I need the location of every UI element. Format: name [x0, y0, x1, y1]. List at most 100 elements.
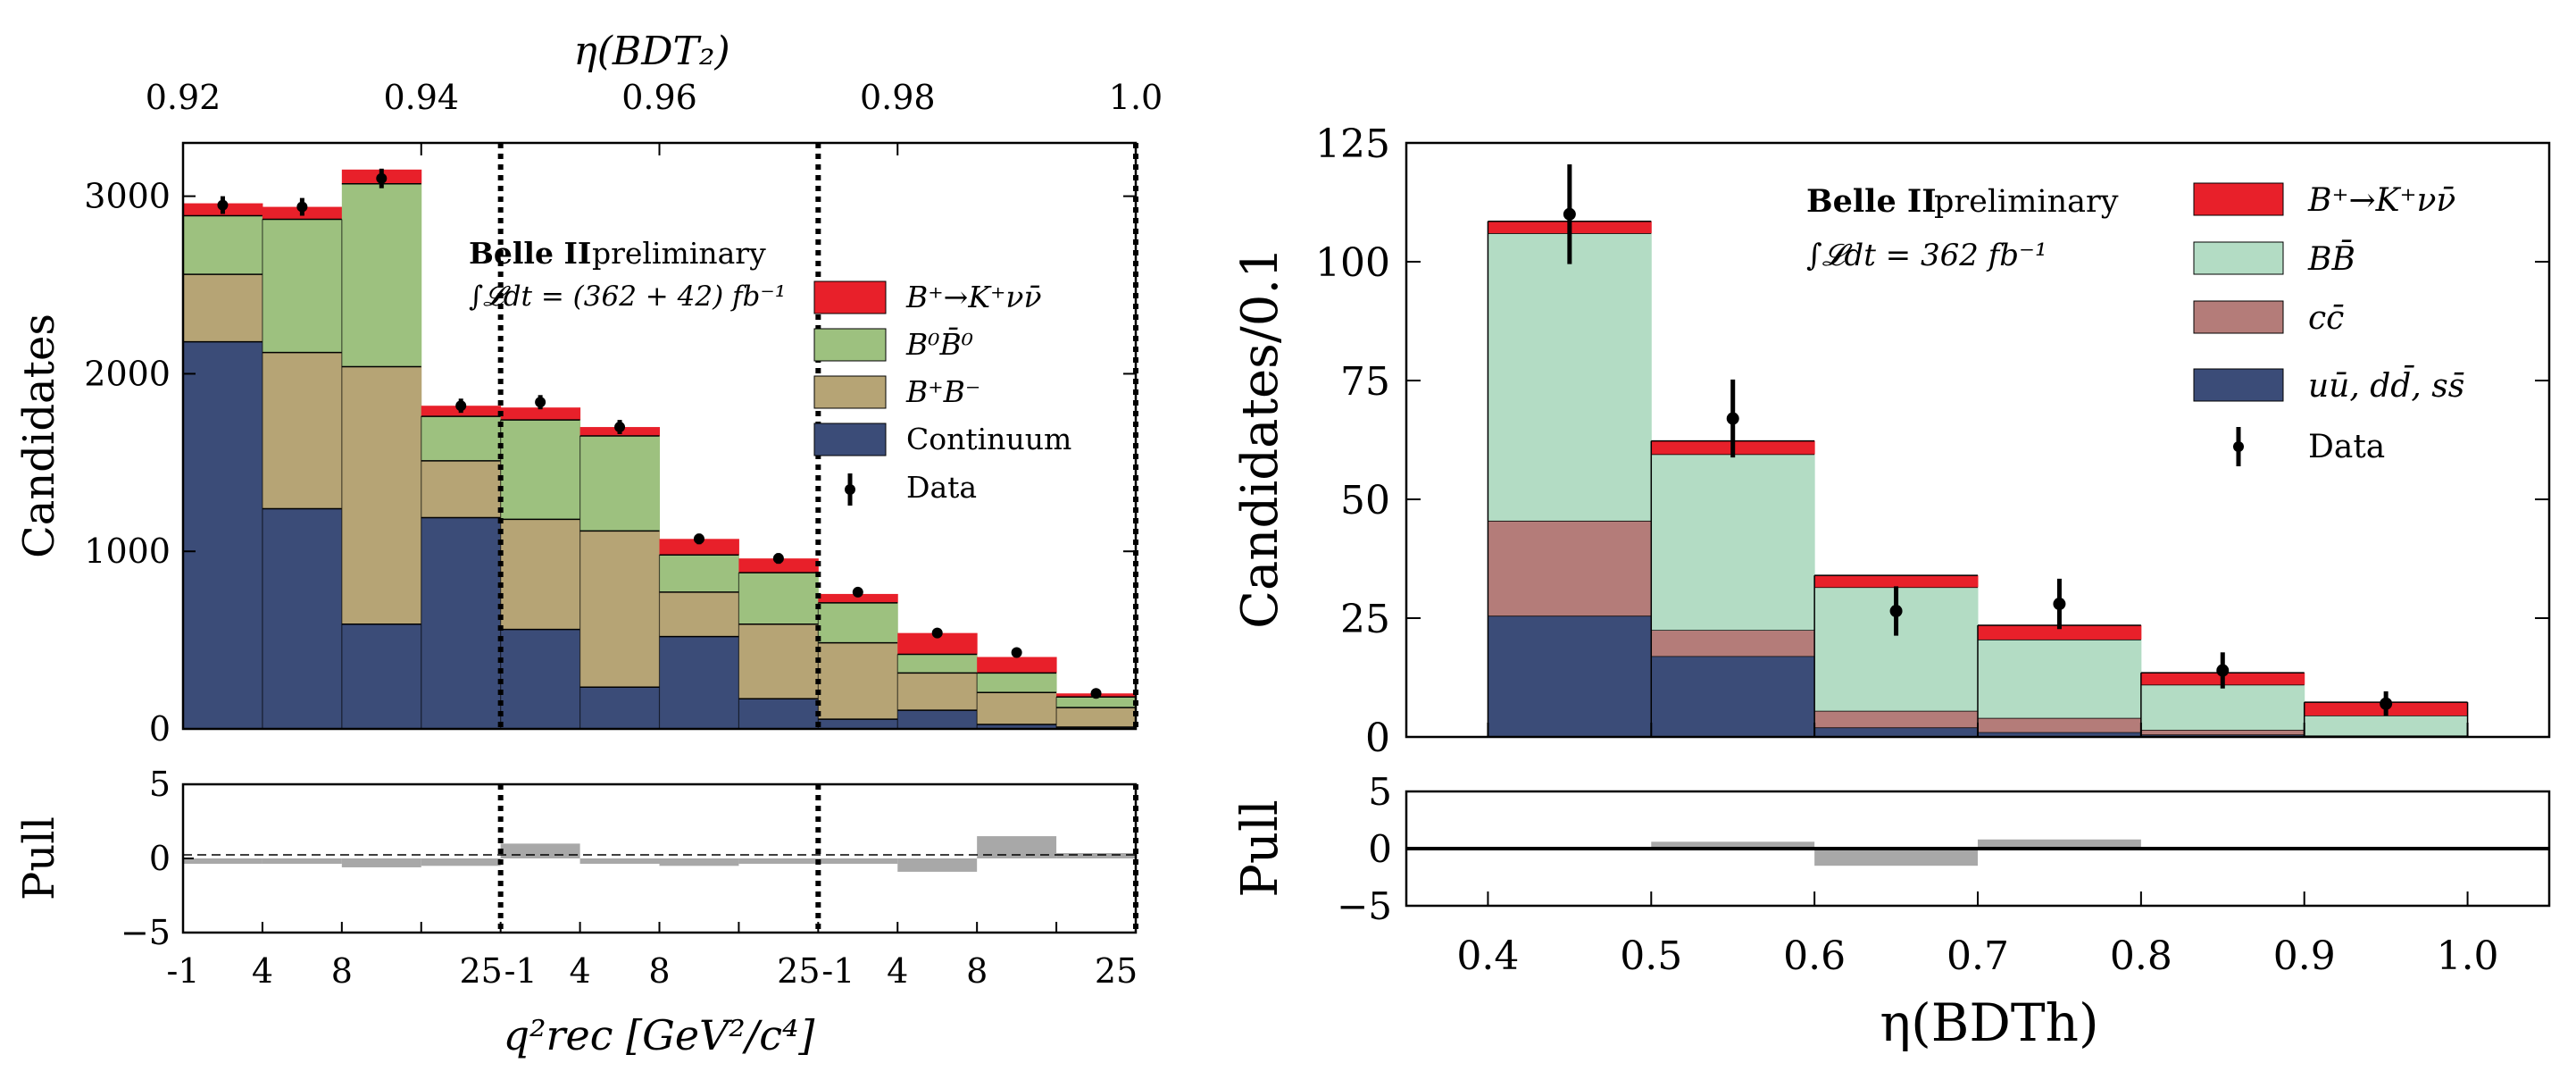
left-xtick-label-5: 4	[569, 951, 590, 991]
right-ytick-label-2: 50	[1340, 478, 1390, 523]
left-data-marker-11	[1090, 688, 1102, 699]
left-xtick-label-6: 8	[648, 951, 670, 991]
left-pull-bar-5	[579, 858, 660, 864]
left-data-marker-5	[614, 422, 626, 433]
left-pull-bar-6	[659, 858, 739, 866]
left-bar-signal-9	[897, 632, 978, 655]
left-data-marker-10	[1011, 647, 1022, 658]
left-x-ticks: -1 4 8 25 -1 4 8 25 -1 4 8 25	[166, 922, 1138, 991]
left-bar-bpbm-9	[897, 673, 978, 711]
left-bar-b0b0bar-4	[500, 420, 581, 520]
left-data-marker-3	[455, 400, 467, 412]
left-bar-b0b0bar-5	[579, 436, 660, 531]
right-legend-label-bbbar: BB̄	[2307, 239, 2355, 278]
left-legend-label-data: Data	[906, 470, 977, 505]
right-legend-data-marker	[2233, 441, 2244, 452]
right-bar-series0-2	[1814, 727, 1979, 737]
left-pull-bar-9	[897, 858, 978, 872]
left-data-marker-9	[931, 627, 943, 639]
right-bar-series0-1	[1651, 656, 1815, 737]
left-bar-continuum-3	[421, 517, 502, 729]
left-xtick-label-0: -1	[166, 951, 199, 991]
left-y-ticks: 0 1000 2000 3000	[84, 177, 1136, 749]
right-pull-bar-2	[1814, 849, 1978, 866]
right-data-marker-2	[1889, 605, 1903, 618]
left-bar-b0b0bar-7	[738, 573, 819, 624]
right-bar-series2-4	[2140, 684, 2305, 731]
right-luminosity-label: ∫𝓛dt = 362 fb⁻¹	[1806, 238, 2047, 273]
left-bar-b0b0bar-1	[262, 219, 343, 353]
left-legend-data-marker	[845, 484, 855, 495]
right-legend-label-ccbar: cc̄	[2308, 300, 2344, 337]
right-bar-series2-3	[1978, 639, 2142, 718]
right-bar-series2-5	[2304, 716, 2469, 736]
right-ytick-label-3: 75	[1340, 359, 1390, 405]
left-bar-continuum-0	[183, 341, 263, 729]
right-belle2-label: Belle II	[1806, 183, 1937, 220]
right-y-ticks: 0 25 50 75 100 125	[1315, 121, 2549, 761]
right-data-marker-1	[1726, 412, 1739, 425]
left-pull-bars	[183, 836, 1136, 872]
left-pull-y-axis-label: Pull	[14, 816, 64, 900]
right-ytick-label-5: 125	[1315, 121, 1390, 167]
right-pull-y-ticks: 5 0 −5	[1337, 770, 1419, 928]
right-preliminary-label: preliminary	[1934, 184, 2119, 220]
left-data-marker-2	[376, 172, 388, 184]
right-ytick-label-1: 25	[1340, 597, 1390, 642]
left-legend: B⁺→K⁺νν̄ B⁰B̄⁰ B⁺B⁻ Continuum Data	[813, 280, 1071, 506]
left-pull-bar-8	[818, 858, 898, 864]
left-bar-bpbm-11	[1056, 707, 1137, 728]
left-pull-bar-4	[500, 843, 580, 858]
left-bar-continuum-1	[262, 508, 343, 729]
left-bar-bpbm-8	[818, 642, 898, 720]
left-preliminary-label: preliminary	[592, 236, 766, 271]
left-bar-b0b0bar-8	[818, 602, 898, 643]
left-bar-bpbm-10	[977, 692, 1057, 725]
left-legend-label-continuum: Continuum	[906, 422, 1071, 456]
left-bar-continuum-8	[818, 719, 898, 729]
right-pull-bars	[1651, 839, 2141, 866]
left-bar-bpbm-3	[421, 460, 502, 518]
right-bar-series3-2	[1814, 575, 1979, 588]
right-legend-swatch-ccbar	[2193, 300, 2284, 334]
left-bar-b0b0bar-11	[1056, 697, 1137, 708]
left-legend-swatch-signal	[813, 280, 887, 314]
left-bar-b0b0bar-0	[183, 215, 263, 275]
left-xtick-label-9: 4	[887, 951, 908, 991]
left-bar-bpbm-7	[738, 624, 819, 699]
right-bar-series1-0	[1488, 520, 1652, 616]
right-legend-swatch-signal	[2193, 182, 2284, 216]
left-toptick-label-1: 0.94	[383, 78, 459, 117]
left-bar-b0b0bar-2	[341, 183, 422, 367]
left-xtick-label-11: 25	[1095, 951, 1138, 991]
left-data-marker-6	[693, 533, 704, 545]
left-panel: 0 1000 2000 3000 0.92 0.94 0.96 0.98 1.0 η(BDT₂…	[14, 29, 1163, 1059]
left-bar-signal-6	[659, 539, 739, 556]
right-bar-series0-4	[2140, 734, 2305, 737]
left-legend-label-b0b0bar: B⁰B̄⁰	[905, 326, 973, 362]
left-bar-b0b0bar-10	[977, 673, 1057, 693]
left-bar-b0b0bar-3	[421, 416, 502, 461]
right-legend-swatch-bbbar	[2193, 241, 2284, 275]
left-xtick-label-4: -1	[504, 951, 538, 991]
left-bar-continuum-4	[500, 629, 581, 729]
left-bar-bpbm-1	[262, 352, 343, 509]
left-bar-bpbm-6	[659, 591, 739, 637]
left-pull-bar-1	[262, 858, 342, 864]
left-data-marker-1	[296, 201, 308, 213]
right-stacked-bars	[1487, 221, 2469, 738]
left-ytick-label-3000: 3000	[84, 177, 171, 216]
left-pull-bar-2	[341, 858, 421, 867]
left-bar-signal-7	[738, 558, 819, 573]
right-legend-label-signal: B⁺→K⁺νν̄	[2307, 182, 2455, 219]
right-bar-series3-3	[1978, 624, 2142, 640]
right-data-marker-0	[1563, 207, 1576, 221]
left-ytick-label-2000: 2000	[84, 354, 171, 393]
right-pull-tick-label-2: −5	[1337, 884, 1392, 928]
left-ytick-label-0: 0	[149, 709, 171, 749]
left-top-ticks: 0.92 0.94 0.96 0.98 1.0	[146, 78, 1163, 155]
left-x-axis-label: q²rec [GeV²/c⁴]	[504, 1011, 815, 1059]
right-ytick-label-4: 100	[1315, 240, 1390, 286]
right-bar-series1-3	[1978, 717, 2142, 732]
